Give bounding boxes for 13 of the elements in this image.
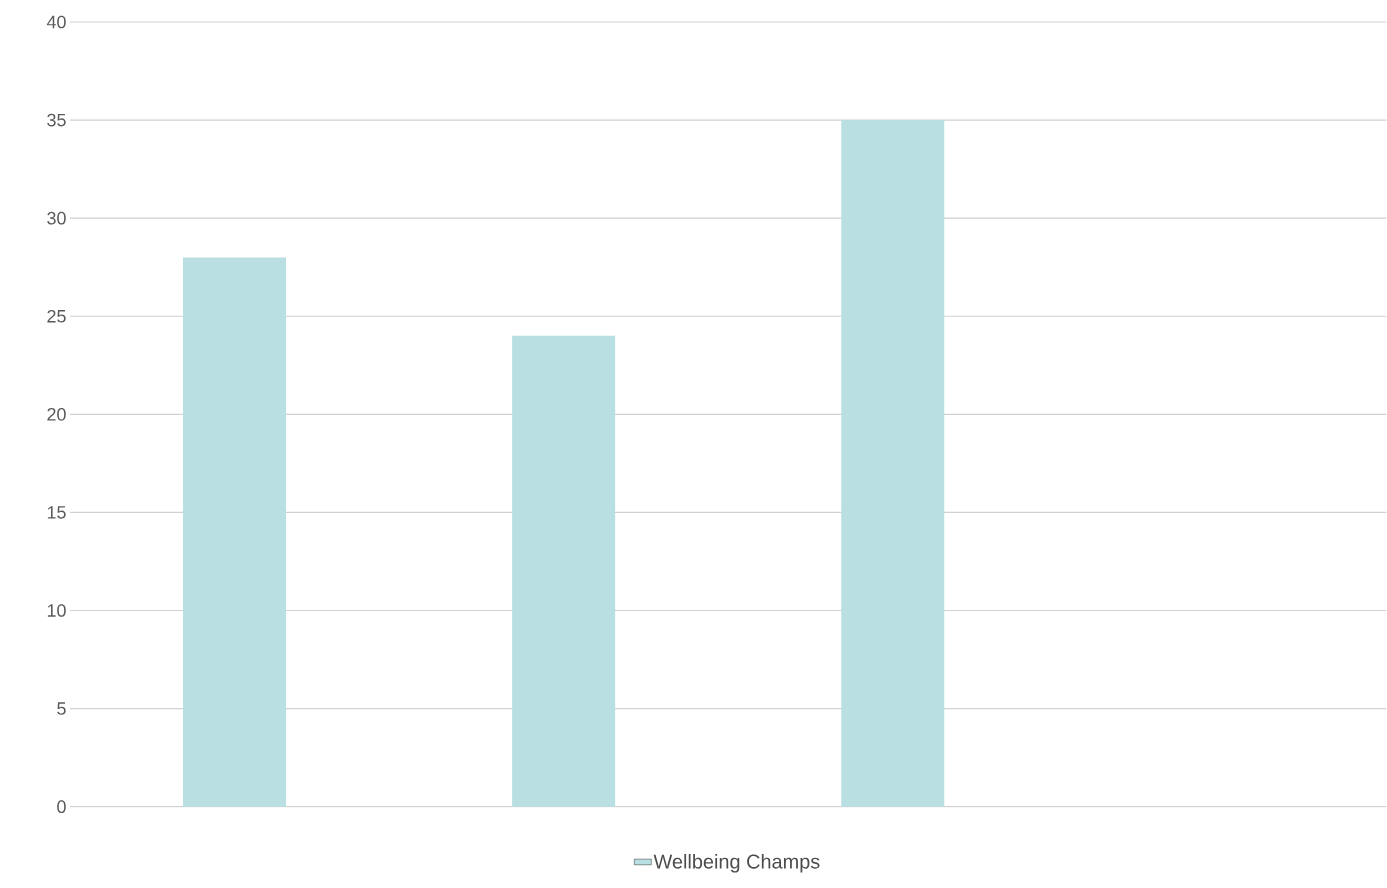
- y-tick-label: 35: [47, 113, 66, 127]
- y-tick-label: 30: [47, 211, 66, 225]
- y-tick-label: 25: [47, 310, 66, 323]
- bar: [183, 257, 287, 807]
- y-tick-label: 20: [47, 408, 66, 421]
- y-tick-label: 0: [57, 800, 66, 814]
- y-tick-label: 10: [47, 604, 66, 618]
- y-tick-label: 40: [46, 15, 66, 29]
- y-tick-label: 15: [47, 506, 66, 519]
- y-tick-label: 5: [57, 702, 66, 716]
- legend-label: Wellbeing Champs: [653, 854, 820, 873]
- bar: [841, 120, 945, 807]
- bar: [512, 336, 616, 807]
